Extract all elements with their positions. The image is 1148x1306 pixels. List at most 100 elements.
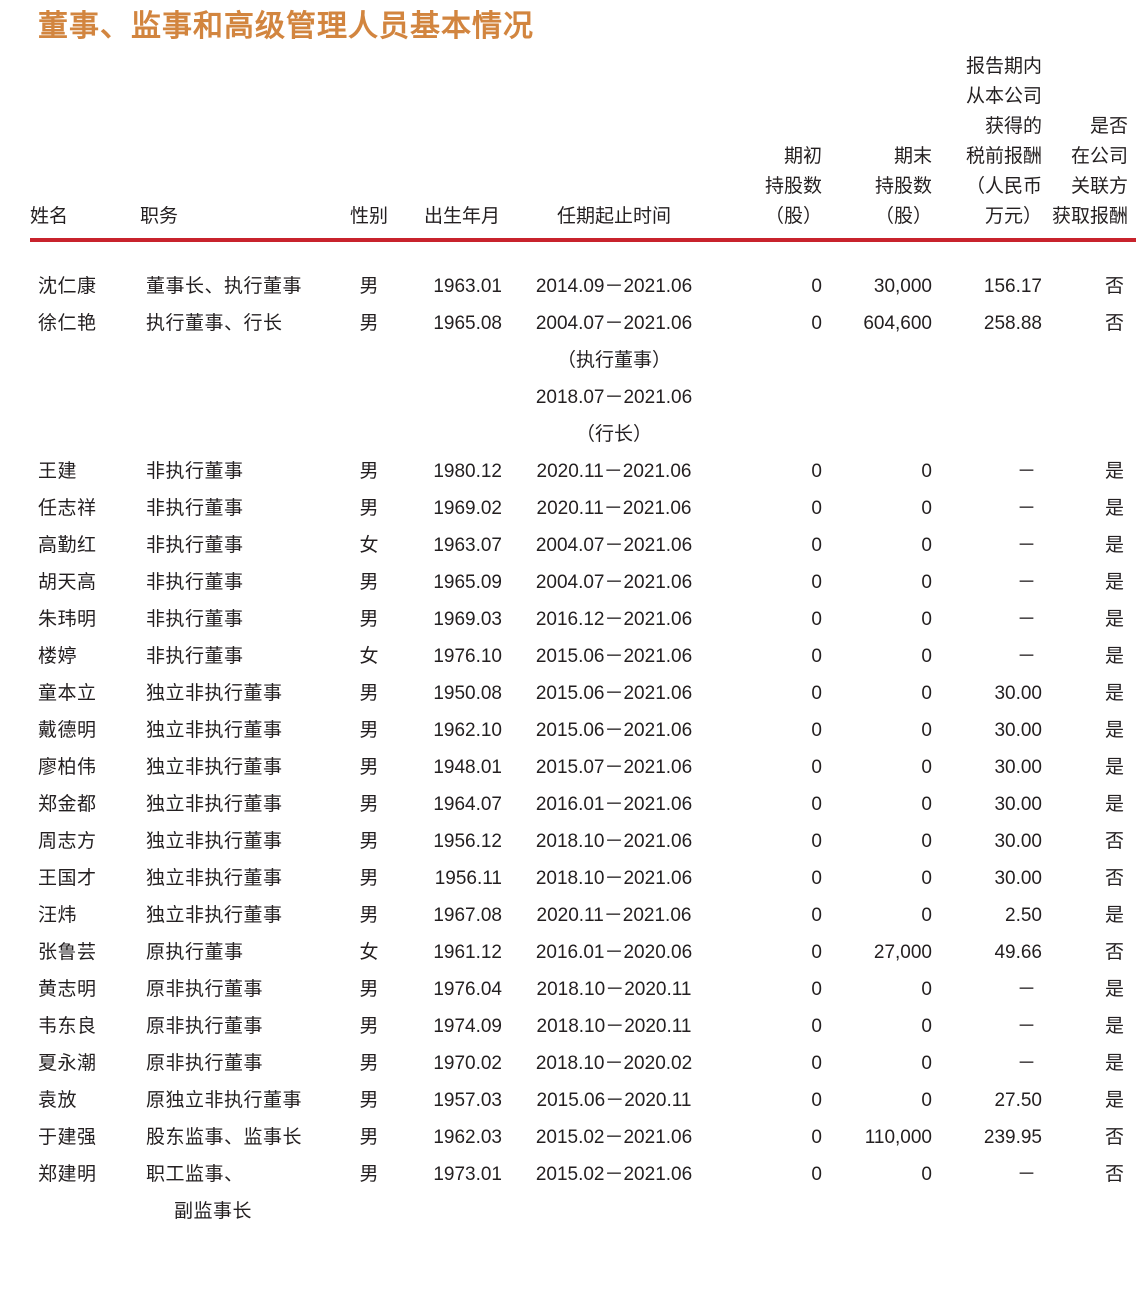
table-row: 黄志明 原非执行董事 男 1976.04 2018.10－2020.11 0 0 － 是 [30, 971, 1136, 1008]
cell-sex: 男 [359, 757, 379, 778]
table-row: 胡天高 非执行董事 男 1965.09 2004.07－2021.06 0 0 － 是 [30, 564, 1136, 601]
cell-related: 是 [1104, 720, 1124, 741]
cell-birth: 1950.08 [433, 683, 502, 704]
cell-shares-begin: 0 [811, 868, 822, 889]
cell-sex: 男 [359, 572, 379, 593]
cell-post: 独立非执行董事 [146, 720, 283, 741]
cell-shares-end: 0 [921, 720, 932, 741]
cell-empty [408, 1193, 508, 1230]
cell-shares-end: 0 [921, 498, 932, 519]
cell-shares-begin: 0 [811, 794, 822, 815]
cell-post: 非执行董事 [146, 498, 244, 519]
cell-related: 否 [1104, 868, 1124, 889]
cell-shares-end: 0 [921, 646, 932, 667]
cell-empty [940, 1193, 1050, 1230]
cell-birth: 1963.07 [433, 535, 502, 556]
cell-empty [330, 342, 408, 379]
cell-sex: 男 [359, 720, 379, 741]
table-row: 王建 非执行董事 男 1980.12 2020.11－2021.06 0 0 － 是 [30, 453, 1136, 490]
cell-name: 郑建明 [38, 1164, 97, 1185]
table-row-continuation: （行长） [30, 416, 1136, 453]
cell-birth: 1962.03 [433, 1127, 502, 1148]
cell-sex: 男 [359, 979, 379, 1000]
table-row: 廖柏伟 独立非执行董事 男 1948.01 2015.07－2021.06 0 0 30.00… [30, 749, 1136, 786]
cell-pay: 30.00 [994, 757, 1042, 778]
cell-term: 2018.10－2020.02 [535, 1053, 693, 1074]
table-row: 汪炜 独立非执行董事 男 1967.08 2020.11－2021.06 0 0 2.50 是 [30, 897, 1136, 934]
cell-shares-begin: 0 [811, 609, 822, 630]
table-row: 任志祥 非执行董事 男 1969.02 2020.11－2021.06 0 0 － 是 [30, 490, 1136, 527]
cell-name: 黄志明 [38, 979, 97, 1000]
cell-empty [720, 1193, 830, 1230]
table-row: 戴德明 独立非执行董事 男 1962.10 2015.06－2021.06 0 0 30.00… [30, 712, 1136, 749]
cell-birth: 1967.08 [433, 905, 502, 926]
cell-sex: 男 [359, 1016, 379, 1037]
cell-pay: － [1016, 646, 1036, 667]
cell-post: 原非执行董事 [146, 1053, 264, 1074]
table-body: 沈仁康 董事长、执行董事男 1963.01 2014.09－2021.06 0 30,00… [30, 240, 1136, 1230]
cell-shares-end: 30,000 [873, 276, 932, 297]
cell-sex: 女 [359, 646, 379, 667]
cell-empty [1050, 1193, 1136, 1230]
cell-sex: 男 [359, 905, 379, 926]
cell-shares-end: 0 [921, 572, 932, 593]
cell-birth: 1956.12 [433, 831, 502, 852]
cell-empty [30, 379, 140, 416]
cell-term: 2018.10－2021.06 [535, 831, 693, 852]
cell-empty [830, 1193, 940, 1230]
cell-name: 童本立 [38, 683, 97, 704]
cell-post: 原非执行董事 [146, 979, 264, 1000]
cell-related: 是 [1104, 1053, 1124, 1074]
cell-pay: 156.17 [983, 276, 1042, 297]
table-row: 于建强 股东监事、监事长 男 1962.03 2015.02－2021.06 0 110,0… [30, 1119, 1136, 1156]
cell-empty [30, 416, 140, 453]
cell-shares-begin: 0 [811, 1053, 822, 1074]
cell-post: 独立非执行董事 [146, 757, 283, 778]
cell-sex: 女 [359, 535, 379, 556]
cell-term: 2015.02－2021.06 [535, 1127, 693, 1148]
cell-term: 2016.12－2021.06 [535, 609, 693, 630]
cell-birth: 1974.09 [433, 1016, 502, 1037]
cell-birth: 1969.03 [433, 609, 502, 630]
cell-birth: 1969.02 [433, 498, 502, 519]
cell-post: 原执行董事 [146, 942, 244, 963]
cell-shares-begin: 0 [811, 276, 822, 297]
cell-birth: 1976.10 [433, 646, 502, 667]
table-top-spacer [30, 240, 1136, 268]
cell-sex: 男 [359, 461, 379, 482]
cell-name: 周志方 [38, 831, 97, 852]
cell-shares-end: 110,000 [864, 1127, 932, 1148]
cell-shares-end: 0 [921, 609, 932, 630]
roster-table: 姓名 职务 性别 出生年月 任期起止时间 期初 持股数 （股） 期末 持股数 （… [30, 52, 1136, 1230]
cell-empty [830, 416, 940, 453]
roster-table-container: 姓名 职务 性别 出生年月 任期起止时间 期初 持股数 （股） 期末 持股数 （… [30, 52, 1136, 1230]
cell-shares-begin: 0 [811, 461, 822, 482]
cell-shares-begin: 0 [811, 831, 822, 852]
cell-pay: － [1016, 461, 1036, 482]
cell-related: 是 [1104, 498, 1124, 519]
cell-name: 徐仁艳 [38, 313, 97, 334]
cell-shares-begin: 0 [811, 683, 822, 704]
column-header-birth: 出生年月 [408, 52, 508, 242]
cell-post: 原独立非执行董事 [146, 1090, 303, 1111]
cell-name: 夏永潮 [38, 1053, 97, 1074]
cell-shares-begin: 0 [811, 1090, 822, 1111]
cell-post: 独立非执行董事 [146, 831, 283, 852]
cell-term: 2020.11－2021.06 [536, 461, 692, 482]
cell-birth: 1948.01 [433, 757, 502, 778]
cell-sex: 男 [359, 831, 379, 852]
cell-term: 2016.01－2020.06 [535, 942, 693, 963]
cell-sex: 男 [359, 794, 379, 815]
cell-shares-end: 27,000 [873, 942, 932, 963]
cell-sex: 男 [359, 683, 379, 704]
cell-post: 职工监事、 [146, 1164, 244, 1185]
cell-name: 韦东良 [38, 1016, 97, 1037]
cell-sex: 男 [359, 1127, 379, 1148]
table-header-row: 姓名 职务 性别 出生年月 任期起止时间 期初 持股数 （股） 期末 持股数 （… [30, 52, 1136, 242]
cell-shares-end: 0 [921, 757, 932, 778]
cell-related: 否 [1104, 313, 1124, 334]
cell-related: 是 [1104, 979, 1124, 1000]
cell-sex: 男 [359, 1053, 379, 1074]
cell-pay: 30.00 [994, 868, 1042, 889]
